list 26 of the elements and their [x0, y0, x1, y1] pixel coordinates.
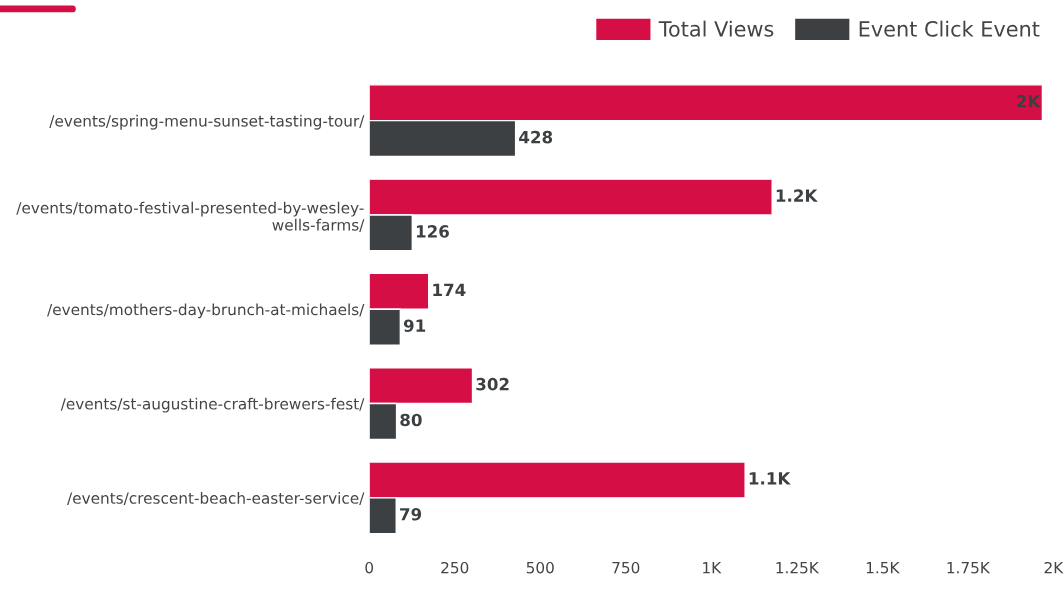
x-tick-label: 500	[526, 561, 554, 574]
data-label: 2K	[1017, 94, 1041, 108]
data-label: 80	[400, 413, 422, 427]
data-label: 428	[519, 130, 553, 144]
y-tick-label: /events/crescent-beach-easter-service/	[67, 492, 365, 506]
y-tick-label: /events/tomato-festival-presented-by-wesley- wells-farms/	[16, 201, 365, 232]
data-label: 1.2K	[776, 189, 818, 202]
x-tick-label: 1.5K	[866, 562, 900, 574]
y-tick-label: /events/spring-menu-sunset-tasting-tour/	[49, 114, 365, 130]
x-tick-label: 2K	[1044, 561, 1064, 574]
x-tick-label: 0	[365, 561, 374, 574]
data-label: 174	[433, 283, 466, 296]
x-tick-label: 250	[441, 561, 469, 574]
x-tick-label: 1.75K	[947, 562, 991, 574]
x-tick-label: 750	[612, 561, 640, 574]
data-label: 79	[400, 507, 422, 521]
legend-label: Event Click Event	[859, 20, 1040, 37]
x-tick-label: 1K	[703, 562, 722, 574]
legend-label: Total Views	[658, 20, 774, 37]
y-tick-label: /events/st-augustine-craft-brewers-fest/	[60, 397, 365, 413]
data-label: 1.1K	[749, 472, 791, 485]
data-label: 126	[416, 225, 449, 238]
data-label: 302	[476, 377, 509, 391]
y-tick-label: /events/mothers-day-brunch-at-michaels/	[47, 303, 365, 319]
x-tick-label: 1.25K	[776, 561, 820, 574]
data-label: 91	[403, 319, 426, 332]
